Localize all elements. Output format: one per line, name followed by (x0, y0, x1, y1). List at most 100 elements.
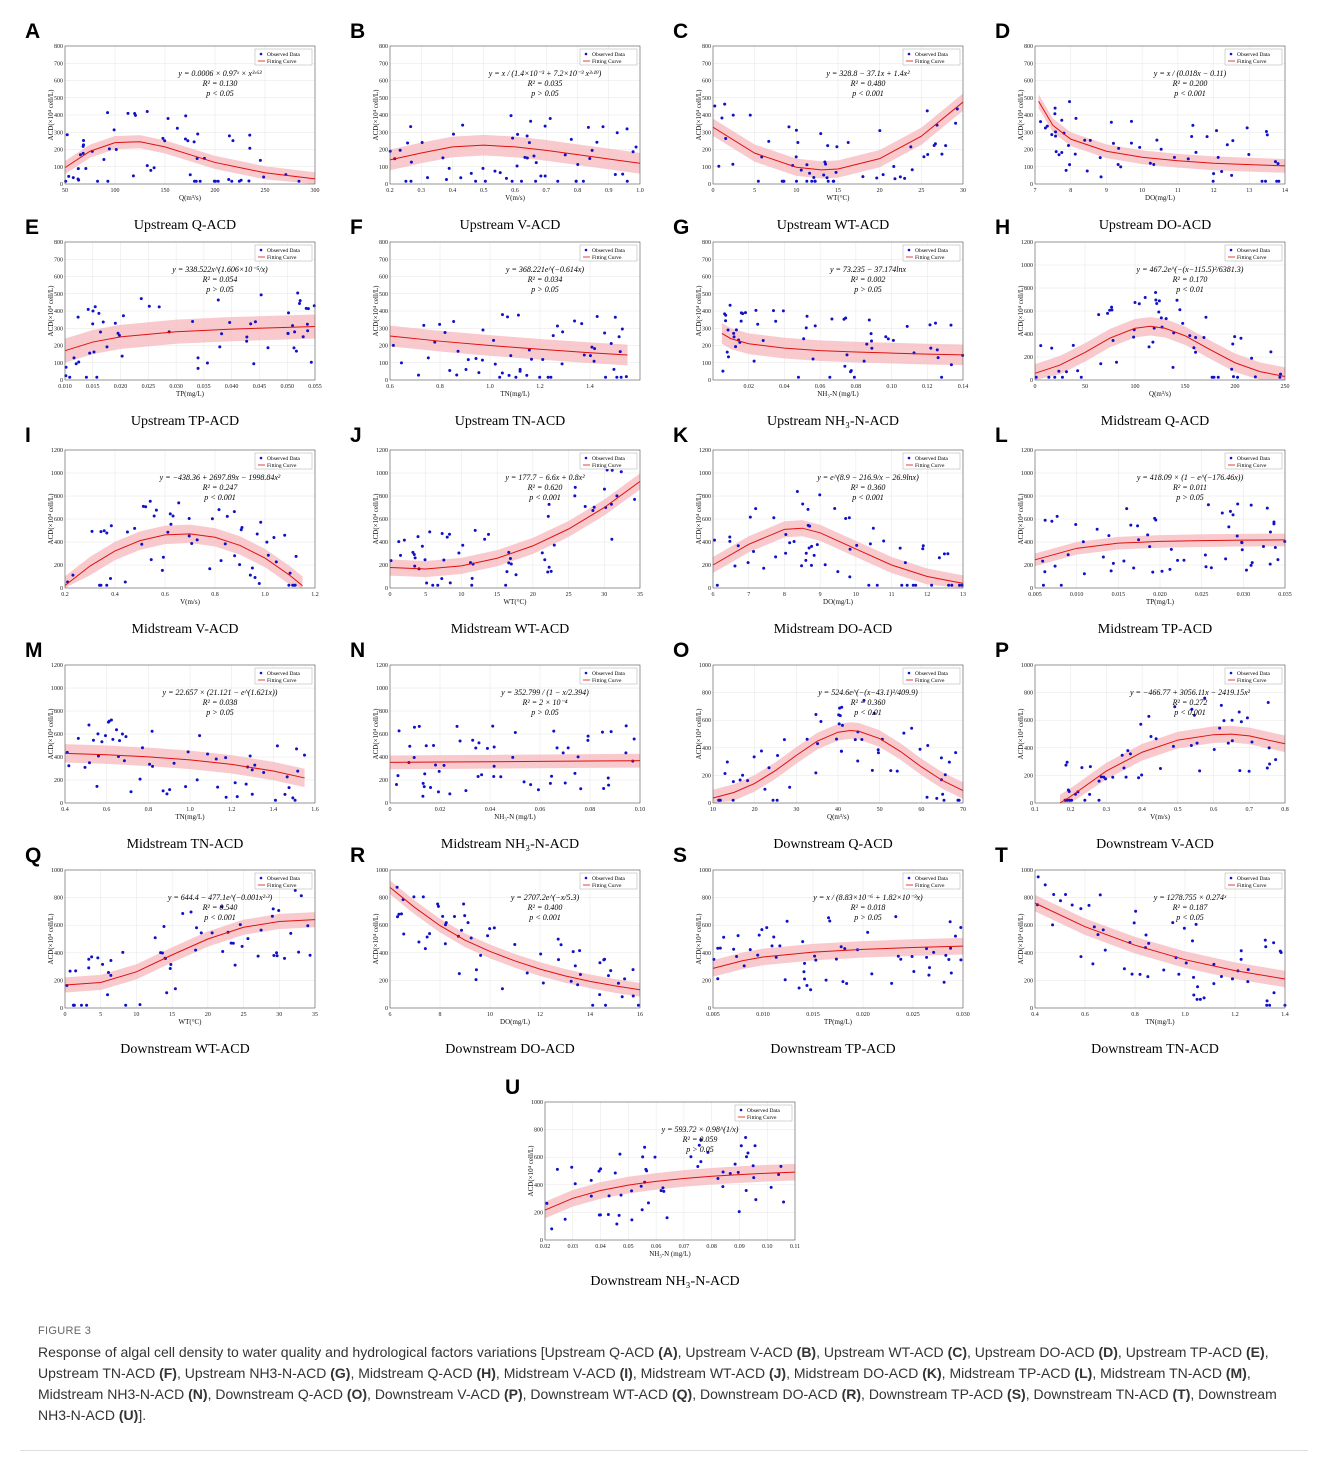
data-point (511, 755, 515, 759)
y-tick-label: 400 (1024, 746, 1033, 752)
caption-item: Downstream NH3-N-ACD (38, 1386, 1277, 1423)
fit-equation: p > 0.05 (530, 708, 558, 717)
caption-item: Midstream DO-ACD (793, 1365, 923, 1381)
chart-panel-u: U 0.02 0.03 0.04 0.05 0.06 0.07 0.08 0.09 0.10 0.1… (505, 1076, 815, 1292)
data-point (1158, 767, 1162, 771)
data-point (1050, 133, 1054, 137)
fit-equation: y = 644.4 − 477.1e^(−0.001x²·³) (167, 893, 273, 902)
data-point (1190, 939, 1194, 943)
data-point (1144, 933, 1148, 937)
data-point (1039, 120, 1043, 124)
fit-equation: y = x / (8.83×10⁻⁶ + 1.82×10⁻³x) (812, 893, 923, 902)
y-tick-label: 400 (54, 309, 63, 315)
data-point (1097, 313, 1101, 317)
data-point (826, 144, 830, 148)
data-point (757, 933, 761, 937)
data-point (689, 1155, 693, 1159)
legend-label-fit: Fitting Curve (267, 678, 297, 684)
x-axis-label: TP(mg/L) (1146, 598, 1175, 606)
data-point (140, 746, 144, 750)
caption-separator: , (1092, 1365, 1101, 1381)
caption-separator: , (350, 1365, 359, 1381)
x-tick-label: 7 (747, 592, 750, 598)
data-point (1137, 302, 1141, 306)
data-point (150, 729, 154, 733)
data-point (1079, 907, 1083, 911)
data-point (959, 958, 963, 962)
data-point (455, 724, 459, 728)
data-point (772, 935, 776, 939)
data-point (408, 744, 412, 748)
x-tick-label: 50 (62, 188, 68, 194)
data-point (1204, 315, 1208, 319)
data-point (1088, 765, 1092, 769)
y-tick-label: 400 (379, 309, 388, 315)
legend-label-fit: Fitting Curve (592, 255, 622, 261)
data-point (890, 981, 894, 985)
data-point (933, 142, 937, 146)
data-point (1106, 311, 1110, 315)
data-point (96, 732, 100, 736)
data-point (726, 328, 730, 332)
data-point (216, 298, 220, 302)
data-point (287, 583, 291, 587)
y-tick-label: 400 (54, 755, 63, 761)
data-point (288, 571, 292, 575)
data-point (441, 914, 445, 918)
x-tick-label: 13 (1246, 188, 1252, 194)
data-point (776, 754, 780, 758)
data-point (1171, 365, 1175, 369)
data-point (505, 570, 509, 574)
x-tick-label: 0.050 (280, 384, 294, 390)
data-point (462, 902, 466, 906)
data-point (165, 991, 169, 995)
data-point (699, 1138, 703, 1142)
data-point (1268, 562, 1272, 566)
data-point (613, 315, 617, 319)
data-point (292, 346, 296, 350)
data-point (761, 339, 765, 343)
legend-label-observed: Observed Data (592, 671, 625, 677)
data-point (602, 487, 606, 491)
data-point (396, 774, 400, 778)
data-point (87, 966, 91, 970)
data-point (220, 332, 224, 336)
data-point (1067, 790, 1071, 794)
fit-curve (64, 326, 316, 352)
x-axis-label: TN(mg/L) (500, 390, 530, 398)
data-point (884, 335, 888, 339)
y-tick-label: 300 (54, 326, 63, 332)
data-point (810, 544, 814, 548)
data-point (718, 946, 722, 950)
data-point (860, 738, 864, 742)
fit-equation: p < 0.001 (1173, 708, 1205, 717)
data-point (108, 576, 112, 580)
data-point (805, 983, 809, 987)
data-point (956, 798, 960, 802)
data-point (102, 157, 106, 161)
data-point (1211, 179, 1215, 183)
panel-caption: Downstream NH₃-N-ACD (590, 1274, 740, 1289)
data-point (933, 321, 937, 325)
legend-label-observed: Observed Data (592, 248, 625, 254)
data-point (480, 358, 484, 362)
data-point (896, 954, 900, 958)
data-point (604, 1003, 608, 1007)
data-point (231, 139, 235, 143)
y-tick-label: 600 (1024, 309, 1033, 315)
x-tick-label: 30 (960, 188, 966, 194)
data-point (1059, 583, 1063, 587)
data-point (171, 514, 175, 518)
data-point (1151, 340, 1155, 344)
data-point (398, 148, 402, 152)
data-point (397, 729, 401, 733)
data-point (1043, 883, 1047, 887)
data-point (198, 734, 202, 738)
data-point (145, 110, 149, 114)
data-point (1264, 179, 1268, 183)
scatter-chart: 0.02 0.03 0.04 0.05 0.06 0.07 0.08 0.09 0.10 0.11… (527, 1100, 800, 1258)
x-tick-label: 30 (276, 1012, 282, 1018)
data-point (556, 179, 560, 183)
data-point (592, 505, 596, 509)
